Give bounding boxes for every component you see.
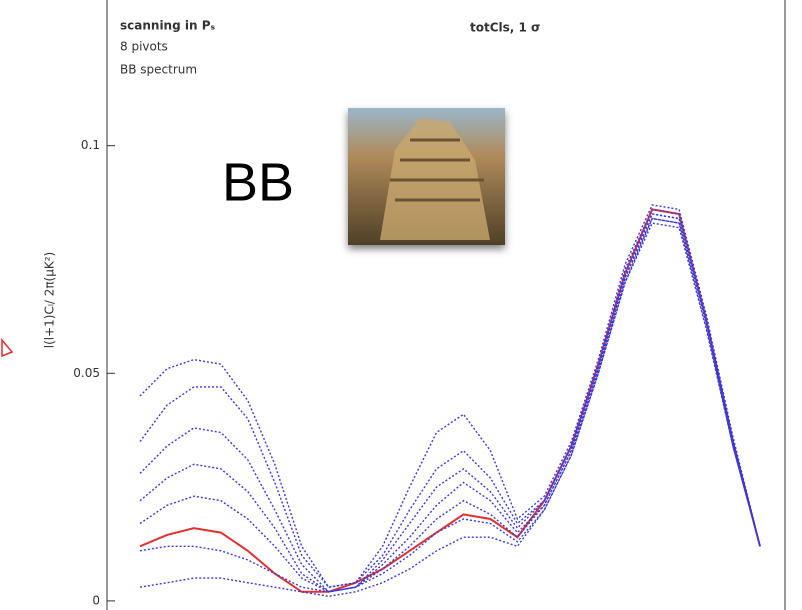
overlay-title: BB: [222, 152, 294, 212]
background: [0, 0, 802, 610]
legend-label: totCls, 1 σ: [470, 21, 540, 35]
painting: [348, 108, 505, 245]
info-line: scanning in Pₛ: [120, 19, 215, 33]
info-line: 8 pivots: [120, 40, 168, 54]
y-tick-label: 0.05: [73, 366, 100, 380]
y-tick-label: 0.1: [81, 138, 100, 152]
chart: scanning in Pₛ 8 pivots BB spectrum BB l…: [0, 0, 802, 610]
y-axis-label: l(l+1)Cₗ/ 2π(μK²): [43, 252, 57, 349]
y-tick-label: 0: [92, 593, 100, 607]
info-line: BB spectrum: [120, 63, 197, 77]
